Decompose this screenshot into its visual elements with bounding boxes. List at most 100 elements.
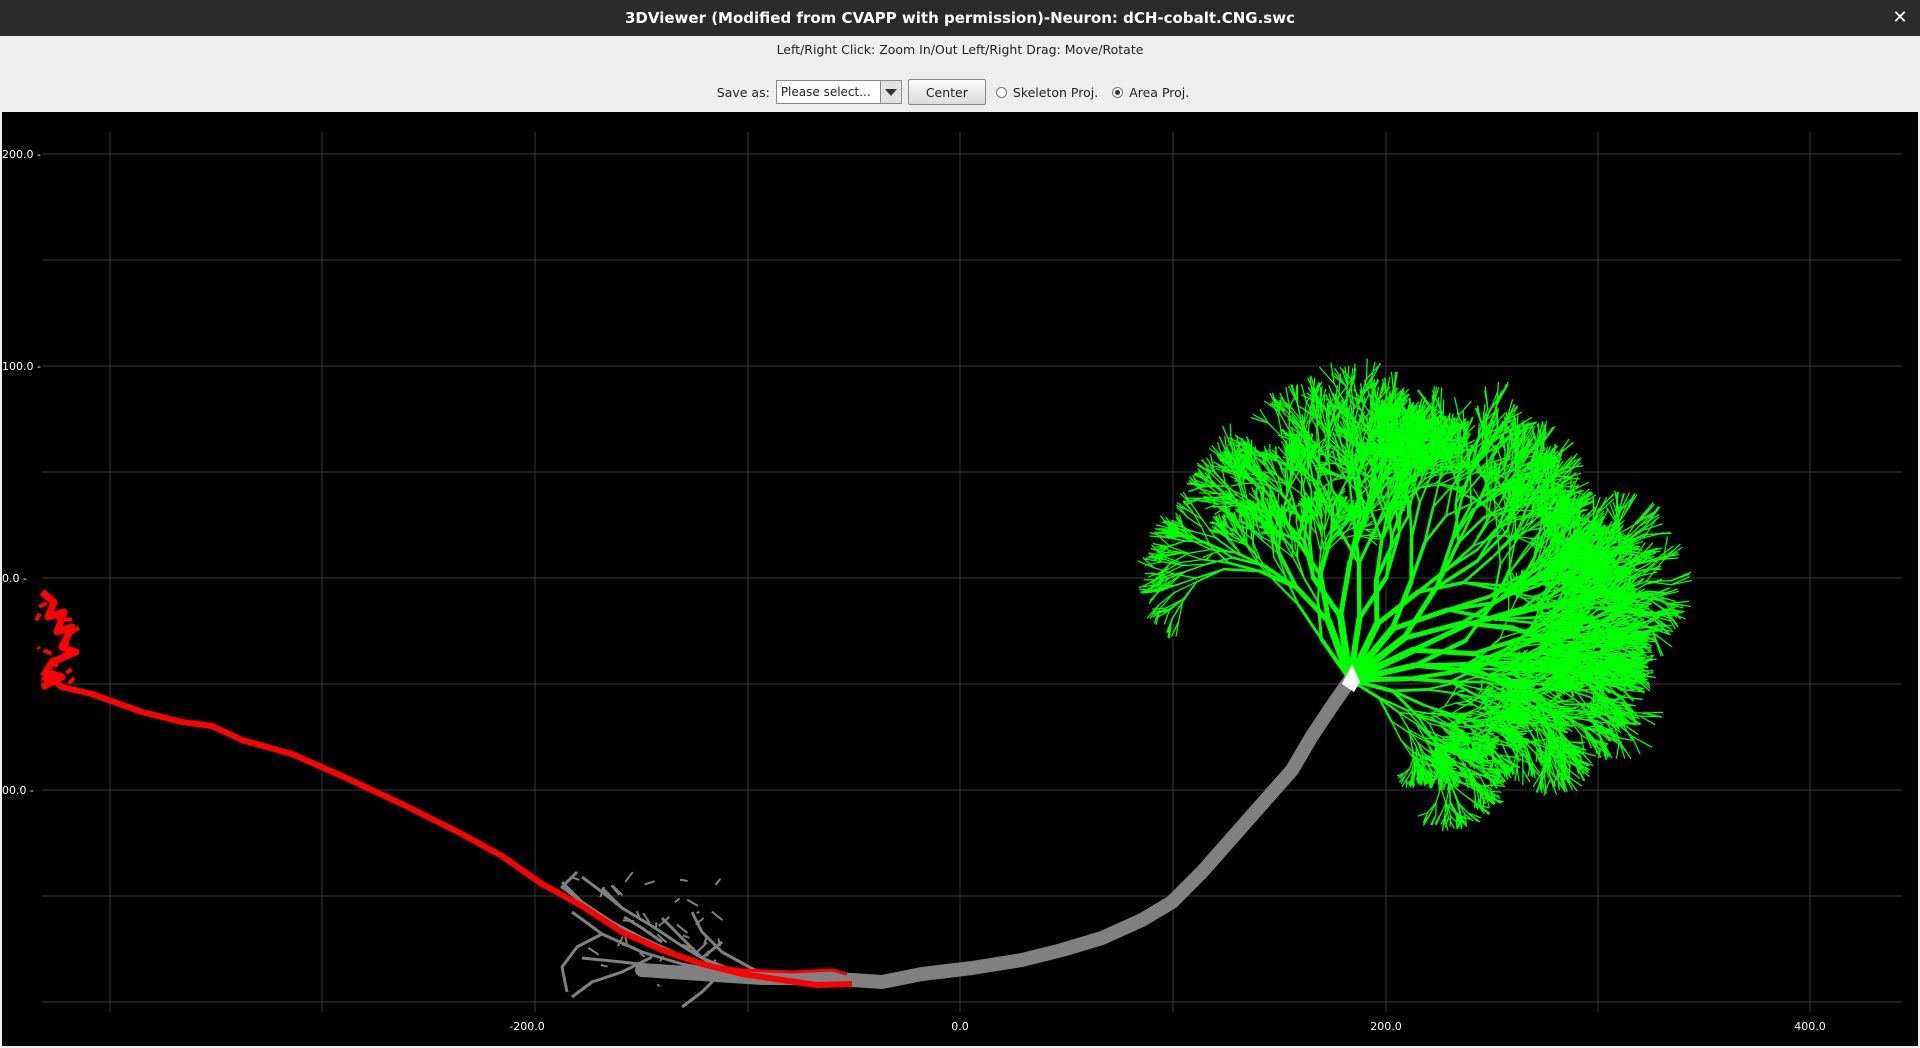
apical-dendrite	[1622, 696, 1643, 700]
apical-dendrite	[1541, 476, 1552, 500]
apical-dendrite	[1621, 529, 1644, 546]
close-icon[interactable]: ✕	[1892, 7, 1908, 28]
apical-dendrite	[1188, 479, 1202, 490]
apical-dendrite	[1626, 652, 1645, 658]
apical-dendrite	[1393, 387, 1397, 407]
apical-dendrite	[1572, 686, 1590, 709]
apical-dendrite	[1199, 488, 1218, 495]
apical-dendrite	[1620, 525, 1647, 545]
area-proj-radio[interactable]: Area Proj.	[1112, 85, 1189, 100]
apical-dendrite	[1620, 687, 1634, 701]
apical-dendrite	[1491, 412, 1506, 429]
apical-dendrite	[1384, 442, 1395, 460]
apical-dendrite	[1261, 482, 1281, 494]
dendrite-twig	[696, 911, 700, 914]
apical-dendrite	[1561, 458, 1577, 473]
skeleton-proj-radio[interactable]: Skeleton Proj.	[995, 85, 1098, 100]
apical-dendrite	[1285, 387, 1291, 408]
apical-dendrite	[1482, 406, 1492, 426]
apical-dendrite	[1471, 520, 1488, 548]
apical-dendrite	[1213, 471, 1226, 484]
apical-dendrite	[1509, 428, 1516, 447]
apical-dendrite	[1527, 527, 1541, 531]
apical-dendrite	[1490, 391, 1499, 410]
apical-dendrite	[1318, 453, 1335, 459]
apical-dendrite	[1626, 650, 1642, 662]
neuron-viewer-canvas[interactable]: 200.0 -100.0 -0.0 -00.0 - -200.0 0.0 200.0 4…	[2, 112, 1918, 1046]
apical-dendrite	[1275, 399, 1286, 415]
apical-dendrite	[1279, 396, 1294, 410]
apical-dendrite	[1156, 609, 1170, 619]
apical-dendrite	[1422, 411, 1426, 430]
apical-dendrite	[1351, 422, 1361, 438]
apical-dendrite	[1268, 479, 1284, 495]
apical-dendrite	[1641, 571, 1658, 576]
skeleton-proj-radio-circle[interactable]	[995, 86, 1007, 98]
dendrite-twig	[624, 936, 629, 947]
apical-dendrite	[1290, 384, 1298, 404]
apical-dendrite	[1326, 456, 1338, 466]
apical-dendrite	[1186, 535, 1209, 544]
apical-dendrite	[1255, 456, 1268, 466]
apical-dendrite	[1622, 647, 1642, 650]
apical-dendrite	[1303, 427, 1315, 443]
apical-dendrite	[1593, 496, 1601, 516]
apical-dendrite	[1337, 373, 1342, 399]
apical-dendrite	[1287, 445, 1299, 457]
basal-dendrite	[571, 910, 723, 974]
apical-dendrite	[1277, 475, 1284, 495]
neuron-viewer-svg[interactable]: 200.0 -100.0 -0.0 -00.0 --200.0 0.0 200.0 4…	[2, 112, 1918, 1046]
apical-dendrite	[1415, 405, 1421, 425]
apical-dendrite	[1635, 510, 1657, 524]
apical-dendrite	[1195, 568, 1225, 583]
apical-dendrite	[1178, 601, 1184, 623]
apical-dendrite	[1466, 416, 1474, 432]
axon-branch	[701, 962, 848, 976]
apical-dendrite	[1346, 414, 1357, 434]
apical-dendrite	[1326, 402, 1329, 420]
apical-dendrite	[1476, 528, 1497, 551]
apical-dendrite	[1670, 579, 1693, 586]
chevron-down-icon[interactable]	[879, 81, 901, 103]
apical-dendrite	[1475, 524, 1501, 563]
apical-dendrite	[1617, 549, 1643, 554]
apical-dendrite	[1268, 449, 1279, 461]
apical-dendrite	[1552, 755, 1562, 767]
dendrite-twig	[706, 950, 710, 957]
apical-dendrite	[1626, 655, 1646, 659]
apical-dendrite	[1317, 572, 1332, 625]
apical-dendrite	[1504, 447, 1513, 468]
apical-dendrite	[1406, 419, 1417, 435]
apical-dendrite	[1375, 438, 1385, 451]
instructions-text: Left/Right Click: Zoom In/Out Left/Right…	[776, 42, 1144, 57]
apical-dendrite	[1454, 473, 1471, 506]
apical-dendrite	[1299, 466, 1304, 487]
save-as-select[interactable]: Please select...	[775, 80, 902, 104]
apical-dendrite	[1365, 488, 1373, 513]
apical-dendrite	[1520, 598, 1569, 610]
apical-dendrite	[1236, 494, 1257, 509]
apical-dendrite	[1266, 457, 1293, 467]
apical-dendrite	[1212, 461, 1229, 470]
apical-dendrite	[1287, 483, 1303, 495]
apical-dendrite	[1163, 609, 1170, 625]
dendrite-twig	[587, 947, 600, 956]
apical-dendrite	[1200, 459, 1215, 472]
apical-dendrite	[1570, 481, 1590, 492]
center-button[interactable]: Center	[907, 79, 986, 105]
apical-dendrite	[1276, 550, 1299, 590]
apical-dendrite	[1644, 595, 1665, 610]
apical-dendrite	[1410, 475, 1421, 504]
apical-dendrite	[1242, 464, 1246, 483]
apical-dendrite	[1210, 454, 1215, 472]
apical-dendrite	[1668, 602, 1691, 608]
apical-dendrite	[1216, 454, 1229, 470]
area-proj-radio-circle[interactable]	[1112, 86, 1124, 98]
apical-dendrite	[1162, 580, 1172, 592]
apical-dendrite	[1393, 458, 1412, 477]
apical-dendrite	[1396, 428, 1403, 443]
apical-dendrite	[1358, 457, 1366, 472]
apical-dendrite	[1635, 629, 1653, 636]
apical-dendrite	[1382, 430, 1389, 446]
apical-dendrite	[1457, 437, 1461, 455]
